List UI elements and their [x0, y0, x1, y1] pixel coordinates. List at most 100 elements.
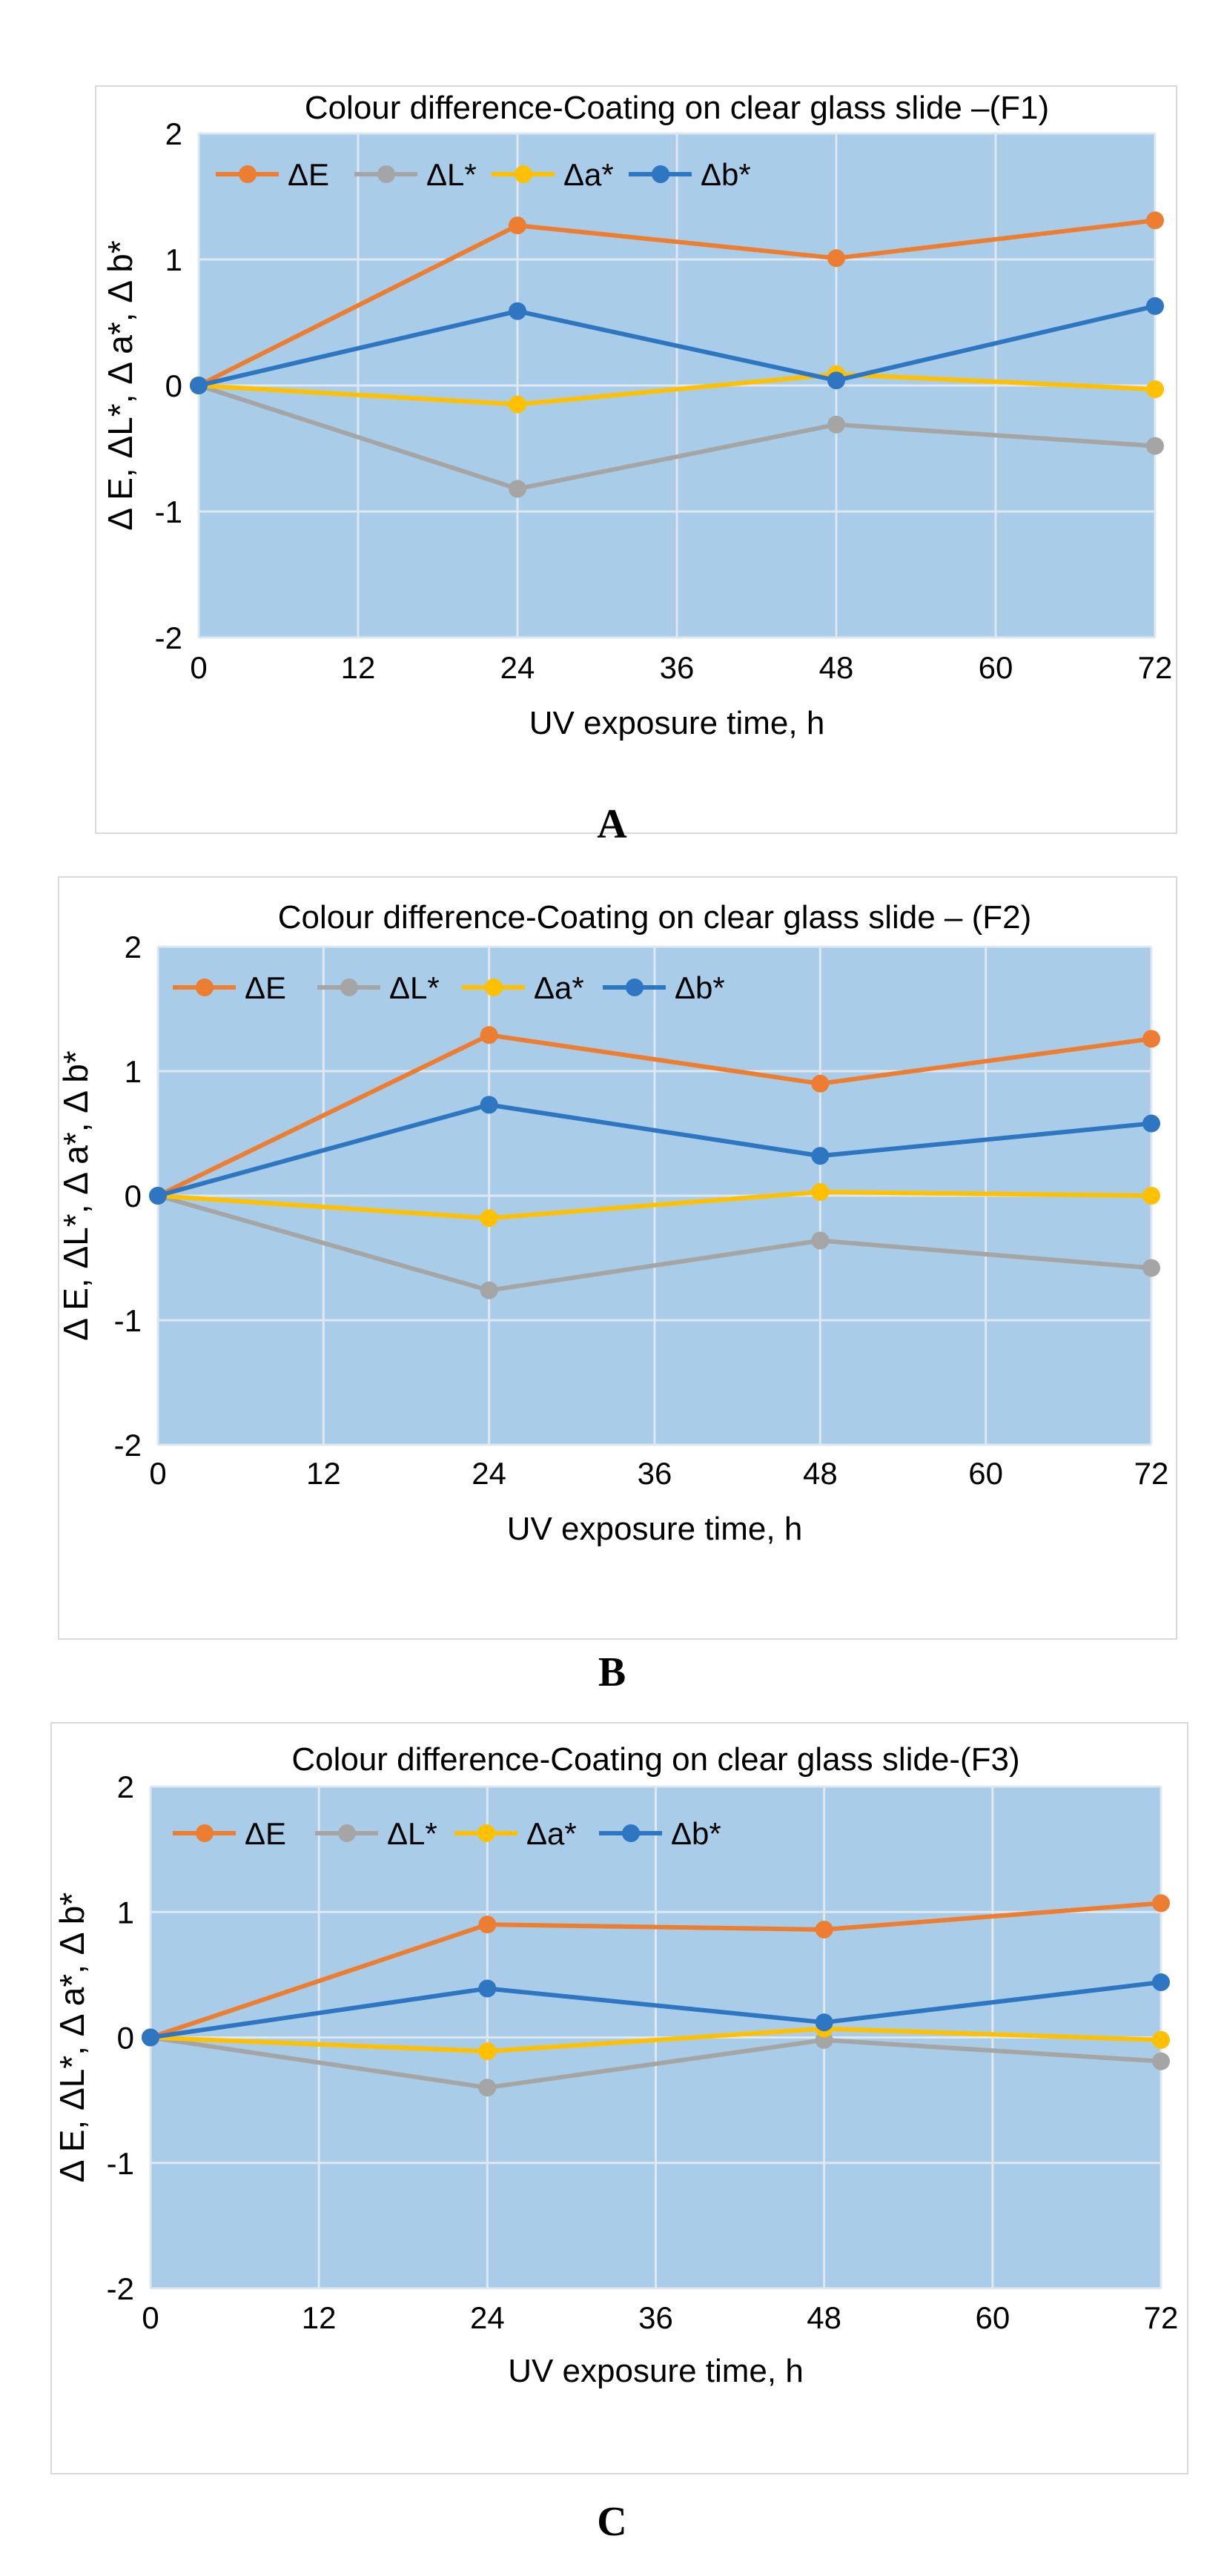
chart-2-legend-label-de: ΔE [245, 1816, 286, 1851]
chart-1-x-tick-label: 0 [149, 1456, 166, 1491]
chart-0-legend-label-da: Δa* [563, 157, 614, 192]
chart-0-point-de [1146, 211, 1164, 230]
chart-1-legend-marker-de [196, 979, 214, 996]
chart-0-legend-label-dl: ΔL* [426, 157, 477, 192]
chart-0-x-tick-label: 36 [660, 650, 695, 685]
chart-2-x-tick-label: 60 [975, 2300, 1010, 2335]
chart-0-y-tick-label: -1 [155, 494, 182, 529]
chart-2-point-de [478, 1916, 497, 1934]
chart-1-x-tick-label: 72 [1134, 1456, 1169, 1491]
chart-1-y-tick-label: 1 [125, 1054, 142, 1089]
chart-1-point-db [149, 1187, 167, 1205]
chart-1-y-axis-label: Δ E, ΔL*, Δ a*, Δ b* [58, 1050, 95, 1341]
chart-1-legend: ΔE ΔL* Δa* Δb* [173, 970, 725, 1005]
chart-1-line-db [156, 1102, 1154, 1198]
chart-2-line-de [148, 1901, 1163, 2040]
chart-1-legend-marker-da [485, 979, 503, 996]
chart-1-x-tick-label: 36 [638, 1456, 672, 1491]
chart-2-point-db [1152, 1973, 1170, 1992]
chart-2-legend-marker-db [622, 1824, 640, 1842]
chart-1-legend-label-db: Δb* [675, 970, 725, 1005]
chart-2-point-de [1152, 1894, 1170, 1913]
chart-1-title: Colour difference-Coating on clear glass… [278, 899, 1032, 936]
chart-0-x-axis-label: UV exposure time, h [529, 705, 825, 741]
chart-0-legend-label-db: Δb* [701, 157, 751, 192]
chart-0-x-tick-label: 72 [1138, 650, 1173, 685]
chart-2-line-dl [148, 2035, 1163, 2090]
chart-2-title: Colour difference-Coating on clear glass… [291, 1741, 1019, 1778]
chart-2-point-dl [1152, 2052, 1170, 2070]
chart-panel-c: Colour difference-Coating on clear glass… [53, 1741, 1179, 2389]
chart-0-legend-label-de: ΔE [288, 157, 329, 192]
panel-label-a: A [597, 801, 627, 847]
chart-panel-b: Colour difference-Coating on clear glass… [58, 899, 1169, 1547]
chart-2-legend-label-dl: ΔL* [387, 1816, 437, 1851]
chart-0-series-db [190, 297, 1164, 394]
chart-1-x-tick-label: 24 [472, 1456, 506, 1491]
chart-1-y-tick-label: -2 [114, 1428, 142, 1463]
chart-0-y-axis-label: Δ E, ΔL*, Δ a*, Δ b* [101, 240, 139, 531]
chart-1-legend-label-dl: ΔL* [389, 970, 440, 1005]
chart-0-point-da [509, 395, 526, 414]
chart-0-y-tick-label: 1 [165, 242, 182, 277]
chart-0-y-tick-label: 0 [165, 368, 182, 403]
chart-2-point-dl [478, 2079, 497, 2097]
chart-1-point-db [1142, 1114, 1160, 1133]
chart-2-point-db [815, 2013, 833, 2032]
chart-1-series-db [149, 1096, 1160, 1205]
chart-1-x-tick-label: 60 [968, 1456, 1003, 1491]
chart-0-line-db [196, 303, 1157, 388]
chart-2-x-tick-label: 72 [1144, 2300, 1179, 2335]
chart-0-point-dl [509, 480, 526, 498]
chart-2-y-tick-label: 2 [117, 1769, 134, 1804]
chart-1-point-dl [480, 1281, 498, 1299]
chart-0-point-de [827, 249, 845, 268]
chart-0-x-tick-label: 48 [819, 650, 854, 685]
chart-1-point-dl [811, 1231, 830, 1250]
chart-1-point-de [811, 1074, 830, 1093]
chart-0-point-db [509, 302, 526, 320]
chart-0-line-de [196, 218, 1157, 388]
chart-2-point-de [815, 1920, 833, 1938]
chart-0-x-tick-label: 12 [341, 650, 376, 685]
chart-1-point-db [811, 1147, 830, 1165]
chart-0-point-dl [827, 415, 845, 434]
chart-2-point-da [1152, 2030, 1170, 2049]
chart-1-line-da [156, 1189, 1154, 1221]
chart-1-legend-marker-dl [340, 979, 358, 996]
chart-1-line-dl [156, 1193, 1154, 1293]
chart-0-point-db [1146, 297, 1164, 315]
chart-2-y-axis-label: Δ E, ΔL*, Δ a*, Δ b* [53, 1893, 91, 2183]
chart-panel-a: Colour difference-Coating on clear glass… [101, 90, 1173, 741]
chart-2-y-tick-label: -2 [107, 2271, 134, 2306]
chart-2-legend-label-db: Δb* [671, 1816, 721, 1851]
chart-0-point-db [190, 377, 208, 394]
chart-2-x-tick-label: 0 [142, 2300, 159, 2335]
chart-2-series-db [142, 1973, 1170, 2047]
chart-1-point-de [1142, 1030, 1160, 1048]
chart-1-point-dl [1142, 1259, 1160, 1277]
chart-2-legend-marker-da [477, 1824, 495, 1842]
chart-1-y-tick-label: 2 [125, 930, 142, 964]
panel-label-c: C [597, 2499, 627, 2545]
chart-0-point-db [827, 371, 845, 390]
chart-1-line-de [156, 1033, 1154, 1198]
chart-1-point-de [480, 1026, 498, 1044]
chart-2-legend-label-da: Δa* [526, 1816, 577, 1851]
chart-1-x-axis-label: UV exposure time, h [507, 1511, 803, 1547]
chart-0-legend-marker-dl [377, 165, 395, 183]
chart-0-line-dl [196, 383, 1157, 491]
chart-1-point-da [1142, 1187, 1160, 1205]
chart-0-legend: ΔE ΔL* Δa* Δb* [216, 157, 751, 192]
chart-0-legend-marker-de [239, 165, 257, 183]
panel-label-b: B [598, 1649, 626, 1695]
chart-2-x-axis-label: UV exposure time, h [508, 2353, 804, 2389]
chart-1-y-tick-label: 0 [125, 1179, 142, 1213]
chart-0-title: Colour difference-Coating on clear glass… [305, 90, 1049, 126]
chart-1-point-db [480, 1096, 498, 1114]
chart-2-y-tick-label: -1 [107, 2146, 134, 2181]
chart-0-y-tick-label: 2 [165, 116, 182, 151]
chart-1-point-da [480, 1209, 498, 1228]
chart-2-line-da [148, 2026, 1163, 2054]
chart-0-point-de [509, 216, 526, 235]
